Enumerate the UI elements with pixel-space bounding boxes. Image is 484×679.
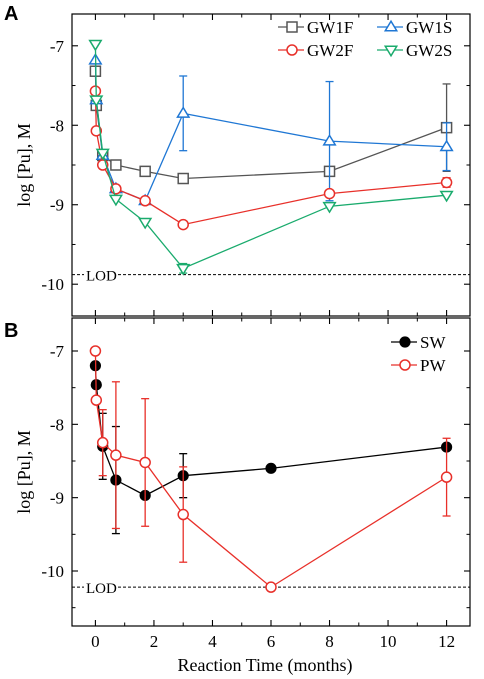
series-gw2s <box>88 39 454 276</box>
series-gw1f <box>89 65 453 185</box>
panel-b-lod: LOD <box>72 581 470 597</box>
series-gw2f-point <box>177 218 189 231</box>
series-gw2s-point <box>176 263 191 276</box>
series-gw2s-point <box>138 217 153 230</box>
series-gw1s-point <box>439 139 454 152</box>
legend-marker-gw2f <box>286 44 298 56</box>
panel-b-y-tick-label: -8 <box>50 415 64 434</box>
series-pw-point <box>177 508 189 521</box>
series-pw-point <box>110 449 122 461</box>
series-gw1f-point <box>139 165 151 178</box>
series-gw1f-point <box>110 159 122 171</box>
series-gw2f-point <box>323 187 336 200</box>
panel-b-legend: SW PW <box>391 333 446 375</box>
series-gw2s-point <box>88 39 103 52</box>
panel-a-ticks: -10 -9 -8 -7 <box>41 14 470 316</box>
panel-a-y-axis-title: log [Pu], M <box>14 123 34 207</box>
legend-item-gw1f: GW1F <box>307 18 353 37</box>
panel-b-y-axis-title: log [Pu], M <box>14 430 34 514</box>
legend-item-gw2s: GW2S <box>406 41 452 60</box>
series-pw-point <box>440 471 453 483</box>
series-gw2s-point <box>322 201 337 214</box>
series-gw1f-line <box>94 71 447 180</box>
legend-marker-gw1f <box>286 21 298 33</box>
series-pw-point <box>139 456 151 469</box>
panel-a-y-tick-label: -7 <box>50 37 65 56</box>
panel-b: B log [Pu], M -10 -9 -8 -7 0 2 4 6 8 10 12 LOD SW … <box>4 317 471 676</box>
series-pw-point <box>89 345 102 357</box>
panel-b-y-tick-label: -10 <box>41 562 64 581</box>
series-pw-point <box>96 436 109 449</box>
x-tick-label: 10 <box>380 632 397 651</box>
series-gw2f-point <box>440 176 453 189</box>
legend-marker-sw <box>399 336 411 348</box>
series-sw-line <box>94 365 447 497</box>
series-sw-point <box>265 462 277 474</box>
series-gw1s-line <box>94 60 447 202</box>
panel-b-letter: B <box>4 320 18 342</box>
panel-b-y-tick-label: -7 <box>50 342 65 361</box>
series-gw2s-point <box>95 148 110 161</box>
series-pw <box>89 345 453 593</box>
series-gw1s-point <box>322 133 337 146</box>
series-pw-point <box>265 581 277 593</box>
x-tick-label: 4 <box>208 632 217 651</box>
panel-a-y-tick-label: -9 <box>50 196 64 215</box>
series-gw2f-line <box>94 91 447 226</box>
panel-a-y-tick-label: -10 <box>41 275 64 294</box>
legend-marker-pw <box>399 359 411 371</box>
series-gw1s <box>88 52 454 206</box>
panel-a-legend: GW1F GW1S GW2F GW2S <box>278 18 452 60</box>
series-gw2f-point <box>139 195 151 207</box>
x-tick-label: 6 <box>267 632 276 651</box>
legend-marker-gw2s <box>383 45 399 58</box>
legend-item-sw: SW <box>420 333 446 352</box>
series-gw2s-line <box>94 44 447 270</box>
panel-b-series <box>89 345 453 593</box>
series-gw1f-point <box>177 172 189 185</box>
series-gw2s-point <box>439 190 454 203</box>
legend-marker-gw1s <box>383 19 399 32</box>
panel-a: A log [Pu], M -10 -9 -8 -7 LOD GW1F GW1S GW… <box>4 3 471 317</box>
series-gw2s-point <box>89 95 104 108</box>
legend-item-gw2f: GW2F <box>307 41 353 60</box>
x-tick-label: 0 <box>91 632 100 651</box>
series-gw2f-point <box>90 125 103 137</box>
panel-a-series <box>88 39 454 276</box>
x-tick-label: 2 <box>150 632 159 651</box>
legend-item-gw1s: GW1S <box>406 18 452 37</box>
x-axis-title: Reaction Time (months) <box>178 655 353 676</box>
panel-a-y-tick-label: -8 <box>50 116 64 135</box>
x-tick-label: 12 <box>438 632 455 651</box>
panel-a-lod: LOD <box>72 269 470 285</box>
series-gw2s-point <box>108 194 123 207</box>
series-gw2f-point <box>89 85 102 97</box>
panel-b-ticks: -10 -9 -8 -7 0 2 4 6 8 10 12 <box>41 318 470 651</box>
x-tick-label: 8 <box>325 632 334 651</box>
series-gw1s-point <box>176 106 191 118</box>
panel-b-y-tick-label: -9 <box>50 489 64 508</box>
series-gw2f <box>89 85 453 231</box>
panel-b-lod-label: LOD <box>86 581 117 597</box>
legend-item-pw: PW <box>420 356 446 375</box>
series-pw-point <box>90 394 103 406</box>
panel-a-lod-label: LOD <box>86 269 117 285</box>
panel-a-letter: A <box>4 3 18 25</box>
series-pw-line <box>94 350 447 588</box>
